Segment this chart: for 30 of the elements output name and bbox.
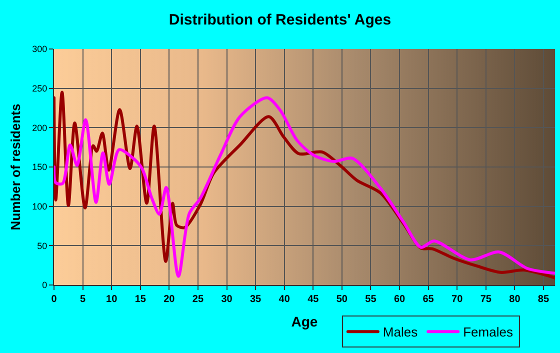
x-tick-label: 65	[422, 294, 434, 305]
x-tick-label: 15	[134, 294, 146, 305]
y-tick-label: 250	[32, 83, 48, 94]
y-axis-title: Number of residents	[8, 104, 24, 230]
x-tick-label: 50	[336, 294, 348, 305]
y-tick-label: 200	[32, 122, 48, 133]
legend-label: Males	[382, 324, 418, 340]
x-tick-label: 20	[164, 294, 176, 305]
x-tick-label: 55	[365, 294, 377, 305]
x-tick-label: 25	[192, 294, 204, 305]
legend-label: Females	[463, 324, 514, 340]
x-tick-label: 0	[51, 294, 58, 305]
x-tick-label: 85	[538, 294, 550, 305]
chart-title: Distribution of Residents' Ages	[168, 12, 392, 29]
x-axis-title: Age	[291, 313, 318, 330]
y-tick-label: 50	[37, 240, 48, 251]
x-tick-label: 45	[308, 294, 320, 305]
x-tick-label: 5	[80, 294, 86, 305]
x-tick-label: 80	[509, 294, 521, 305]
x-tick-label: 40	[278, 294, 290, 305]
y-tick-label: 300	[32, 44, 48, 54]
y-tick-label: 0	[42, 280, 48, 290]
x-tick-label: 35	[250, 294, 262, 305]
x-tick-label: 75	[480, 294, 492, 305]
x-tick-label: 60	[394, 294, 406, 305]
x-tick-label: 30	[221, 294, 233, 305]
y-tick-label: 150	[32, 162, 48, 172]
x-tick-label: 70	[452, 294, 464, 305]
x-tick-label: 10	[106, 294, 118, 305]
y-tick-label: 100	[32, 201, 48, 212]
